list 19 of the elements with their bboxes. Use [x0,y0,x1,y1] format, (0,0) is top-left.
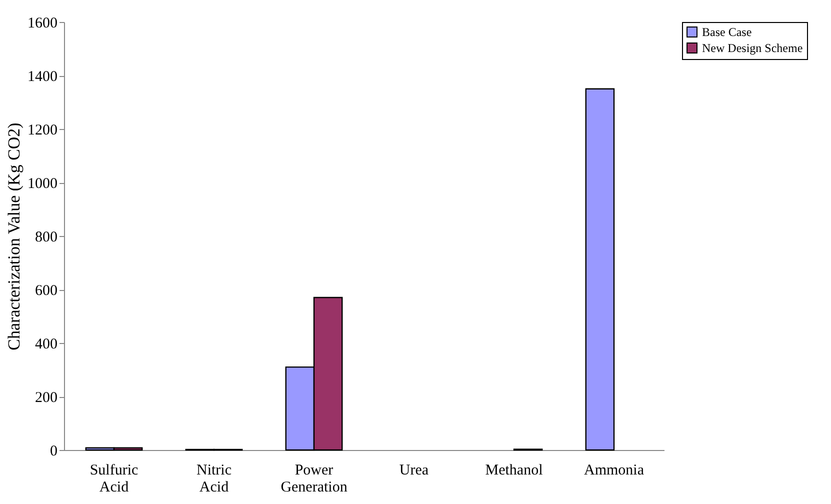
y-axis-title: Characterization Value (Kg CO2) [4,122,24,350]
y-tick-label: 800 [35,230,58,246]
legend-label: Base Case [702,25,752,39]
y-tick-label: 600 [35,283,58,299]
x-tick-label: Nitric Acid [196,462,232,496]
y-tick-label: 0 [50,444,58,460]
y-tick-label: 1000 [28,176,58,192]
y-tick-label: 1600 [28,16,58,32]
x-tick-label: Methanol [485,462,543,478]
legend-label: New Design Scheme [702,41,803,55]
y-tick-label: 1400 [28,69,58,85]
y-tick-label: 200 [35,390,58,406]
y-tick-label: 400 [35,336,58,352]
x-tick-label: Ammonia [584,462,644,478]
y-tick-label: 1200 [28,122,58,138]
x-tick-label: Sulfuric Acid [90,462,139,496]
x-tick-label: Urea [399,462,429,478]
bar [585,88,615,451]
x-tick-label: Power Generation [280,462,348,496]
